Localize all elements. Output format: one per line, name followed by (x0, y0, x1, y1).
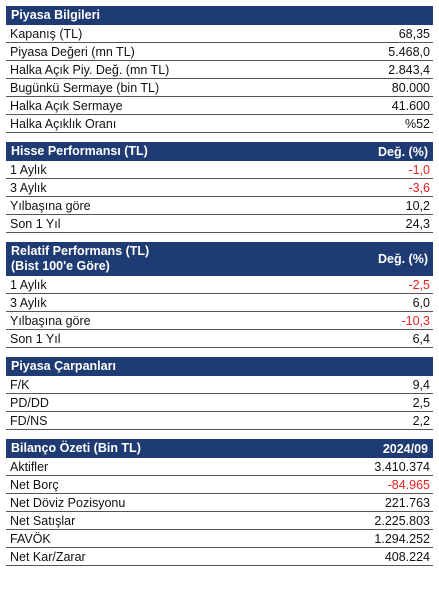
row-value: 2,2 (412, 413, 430, 428)
row-label: Son 1 Yıl (10, 216, 61, 231)
market-info-title: Piyasa Bilgileri (11, 8, 100, 22)
row-value: 2.843,4 (388, 62, 430, 77)
table-row: Net Satışlar 2.225.803 (6, 512, 433, 530)
relative-performance-section: Relatif Performans (TL) (Bist 100'e Göre… (6, 242, 433, 348)
row-value: -84.965 (387, 477, 430, 492)
row-value: 80.000 (391, 80, 430, 95)
table-row: Net Kar/Zarar 408.224 (6, 548, 433, 566)
table-row: 1 Aylık -1,0 (6, 161, 433, 179)
table-row: PD/DD 2,5 (6, 394, 433, 412)
row-value: 221.763 (384, 495, 430, 510)
row-label: F/K (10, 377, 30, 392)
stock-performance-col-header: Değ. (%) (378, 144, 428, 159)
row-value: 9,4 (412, 377, 430, 392)
stock-performance-rows: 1 Aylık -1,0 3 Aylık -3,6 Yılbaşına göre 10,2… (6, 161, 433, 233)
market-multiples-rows: F/K 9,4 PD/DD 2,5 FD/NS 2,2 (6, 376, 433, 430)
row-label: Bugünkü Sermaye (bin TL) (10, 80, 160, 95)
row-value: 6,0 (412, 295, 430, 310)
row-value: 1.294.252 (374, 531, 430, 546)
relative-performance-title: Relatif Performans (TL) (Bist 100'e Göre… (11, 244, 150, 273)
table-row: Net Döviz Pozisyonu 221.763 (6, 494, 433, 512)
balance-summary-col-header: 2024/09 (382, 441, 428, 456)
row-value: 2,5 (412, 395, 430, 410)
balance-summary-rows: Aktifler 3.410.374 Net Borç -84.965 Net Dövi… (6, 458, 433, 566)
market-multiples-header: Piyasa Çarpanları (6, 357, 433, 376)
row-value: 5.468,0 (388, 44, 430, 59)
table-row: Piyasa Değeri (mn TL) 5.468,0 (6, 43, 433, 61)
table-row: F/K 9,4 (6, 376, 433, 394)
table-row: Net Borç -84.965 (6, 476, 433, 494)
market-info-rows: Kapanış (TL) 68,35 Piyasa Değeri (mn TL) 5.… (6, 25, 433, 133)
row-label: PD/DD (10, 395, 49, 410)
row-label: Net Döviz Pozisyonu (10, 495, 126, 510)
table-row: 3 Aylık -3,6 (6, 179, 433, 197)
row-label: Halka Açık Sermaye (10, 98, 123, 113)
table-row: 3 Aylık 6,0 (6, 294, 433, 312)
table-row: Halka Açık Sermaye 41.600 (6, 97, 433, 115)
table-row: FAVÖK 1.294.252 (6, 530, 433, 548)
table-row: 1 Aylık -2,5 (6, 276, 433, 294)
stock-info-panel: Piyasa Bilgileri Kapanış (TL) 68,35 Piyasa… (6, 6, 433, 575)
row-value: -10,3 (401, 313, 431, 328)
row-label: Net Kar/Zarar (10, 549, 86, 564)
row-label: FAVÖK (10, 531, 51, 546)
row-label: Piyasa Değeri (mn TL) (10, 44, 135, 59)
row-label: Halka Açıklık Oranı (10, 116, 117, 131)
row-value: 10,2 (405, 198, 430, 213)
relative-performance-col-header: Değ. (%) (378, 252, 428, 266)
table-row: Halka Açıklık Oranı %52 (6, 115, 433, 133)
market-multiples-section: Piyasa Çarpanları F/K 9,4 PD/DD 2,5 FD/NS 2,2 (6, 357, 433, 430)
row-value: -1,0 (408, 162, 430, 177)
table-row: Aktifler 3.410.374 (6, 458, 433, 476)
table-row: Kapanış (TL) 68,35 (6, 25, 433, 43)
market-multiples-title: Piyasa Çarpanları (11, 359, 116, 373)
row-label: 3 Aylık (10, 180, 47, 195)
row-label: Aktifler (10, 459, 49, 474)
row-label: Kapanış (TL) (10, 26, 83, 41)
table-row: Son 1 Yıl 6,4 (6, 330, 433, 348)
row-label: Son 1 Yıl (10, 331, 61, 346)
relative-performance-rows: 1 Aylık -2,5 3 Aylık 6,0 Yılbaşına göre -10,3… (6, 276, 433, 348)
row-value: 2.225.803 (374, 513, 430, 528)
table-row: FD/NS 2,2 (6, 412, 433, 430)
stock-performance-section: Hisse Performansı (TL) Değ. (%) 1 Aylık -… (6, 142, 433, 233)
row-value: 408.224 (384, 549, 430, 564)
balance-summary-title: Bilanço Özeti (Bin TL) (11, 441, 141, 455)
row-label: Yılbaşına göre (10, 313, 91, 328)
row-value: 24,3 (405, 216, 430, 231)
row-value: 68,35 (398, 26, 430, 41)
row-value: %52 (404, 116, 430, 131)
row-value: -2,5 (408, 277, 430, 292)
table-row: Son 1 Yıl 24,3 (6, 215, 433, 233)
balance-summary-section: Bilanço Özeti (Bin TL) 2024/09 Aktifler 3… (6, 439, 433, 566)
market-info-section: Piyasa Bilgileri Kapanış (TL) 68,35 Piyasa… (6, 6, 433, 133)
table-row: Bugünkü Sermaye (bin TL) 80.000 (6, 79, 433, 97)
row-label: 1 Aylık (10, 277, 47, 292)
row-label: Net Borç (10, 477, 59, 492)
relative-performance-header: Relatif Performans (TL) (Bist 100'e Göre… (6, 242, 433, 276)
row-label: 1 Aylık (10, 162, 47, 177)
row-label: Net Satışlar (10, 513, 76, 528)
balance-summary-header: Bilanço Özeti (Bin TL) 2024/09 (6, 439, 433, 458)
row-value: 6,4 (412, 331, 430, 346)
row-label: Yılbaşına göre (10, 198, 91, 213)
row-label: 3 Aylık (10, 295, 47, 310)
row-label: Halka Açık Piy. Değ. (mn TL) (10, 62, 170, 77)
row-value: 41.600 (391, 98, 430, 113)
stock-performance-header: Hisse Performansı (TL) Değ. (%) (6, 142, 433, 161)
row-label: FD/NS (10, 413, 48, 428)
stock-performance-title: Hisse Performansı (TL) (11, 144, 148, 158)
table-row: Halka Açık Piy. Değ. (mn TL) 2.843,4 (6, 61, 433, 79)
market-info-header: Piyasa Bilgileri (6, 6, 433, 25)
row-value: -3,6 (408, 180, 430, 195)
table-row: Yılbaşına göre 10,2 (6, 197, 433, 215)
table-row: Yılbaşına göre -10,3 (6, 312, 433, 330)
row-value: 3.410.374 (374, 459, 430, 474)
